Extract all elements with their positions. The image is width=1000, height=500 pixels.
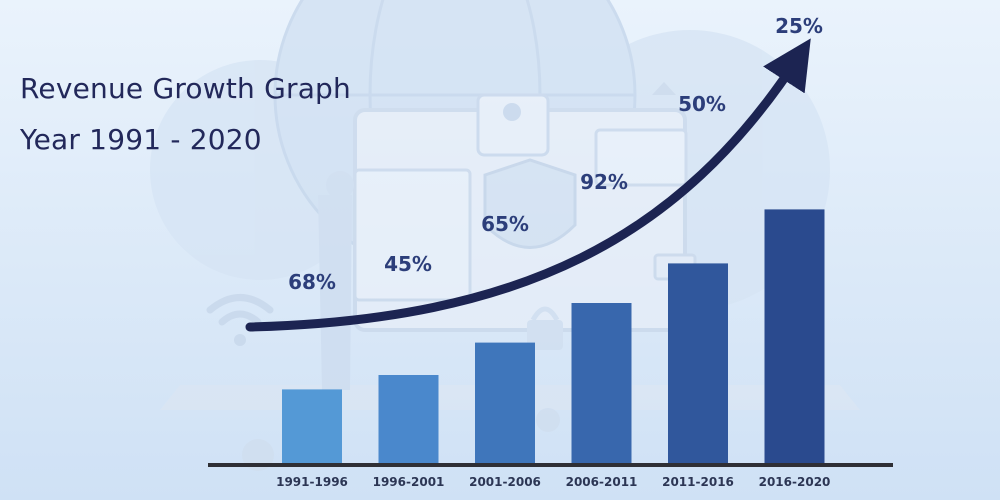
bar-2001-2006 <box>475 342 535 465</box>
image-panel <box>353 168 472 302</box>
profile-card <box>476 93 550 157</box>
growth-label: 25% <box>775 14 823 38</box>
growth-label: 68% <box>288 270 336 294</box>
person-head <box>326 171 354 199</box>
x-tick-label: 2011-2016 <box>662 475 734 489</box>
x-tick-label: 2001-2006 <box>469 475 541 489</box>
shield-icon <box>483 158 577 249</box>
wifi-icon <box>206 294 274 326</box>
growth-label: 45% <box>384 252 432 276</box>
bar-1996-2001 <box>378 375 439 465</box>
bar-1991-1996 <box>282 389 342 465</box>
growth-label: 50% <box>678 92 726 116</box>
x-tick-label: 2016-2020 <box>759 475 831 489</box>
x-tick-label: 1991-1996 <box>276 475 348 489</box>
growth-label: 92% <box>580 170 628 194</box>
x-tick-label: 1996-2001 <box>373 475 445 489</box>
chart-subtitle: Year 1991 - 2020 <box>20 123 262 156</box>
chart-title: Revenue Growth Graph <box>20 72 351 105</box>
person-figure <box>318 195 352 390</box>
bar-2016-2020 <box>764 209 825 465</box>
lock-shackle <box>530 306 560 322</box>
info-panel <box>594 128 688 187</box>
trend-arrow <box>245 38 811 332</box>
bar-2011-2016 <box>668 263 728 465</box>
gear-icon <box>536 408 560 432</box>
growth-label: 65% <box>481 212 529 236</box>
upload-arrow-icon <box>652 82 676 95</box>
bar-2006-2011 <box>571 303 632 465</box>
wifi-dot <box>234 334 246 346</box>
user-icon <box>503 103 521 121</box>
x-tick-label: 2006-2011 <box>566 475 638 489</box>
lock-icon <box>527 320 563 350</box>
